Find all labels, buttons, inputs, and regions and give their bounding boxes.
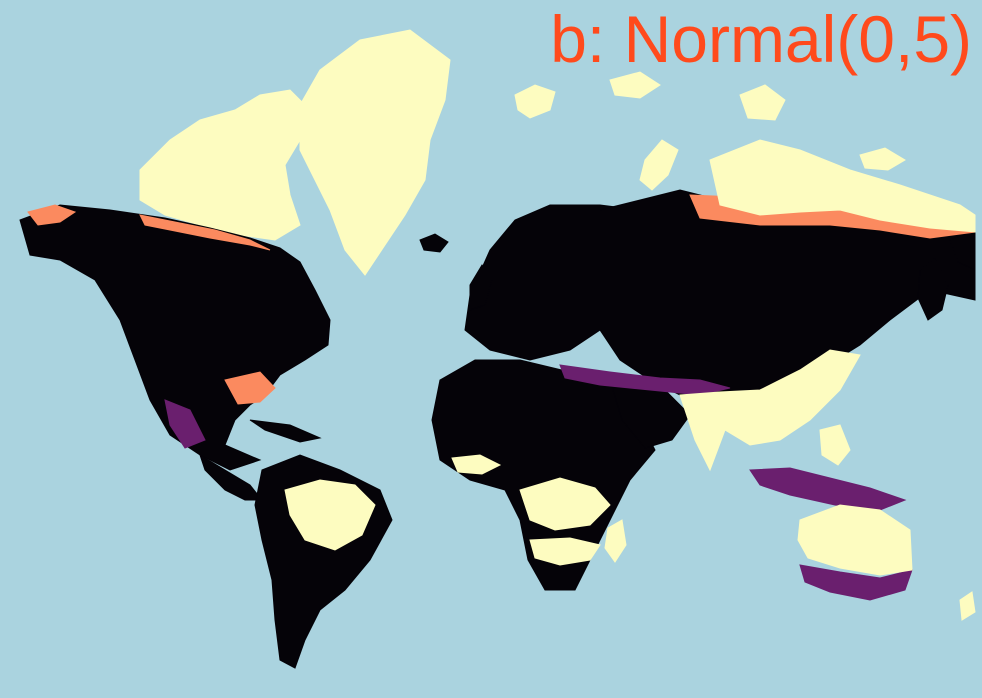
- canada-north-band: [139, 214, 271, 251]
- central-america: [199, 453, 264, 501]
- southeast-asia-cream: [819, 424, 851, 466]
- continents: [19, 189, 976, 669]
- mexico-band: [164, 399, 206, 449]
- australia-south-band: [799, 564, 913, 601]
- new-siberian-islands: [859, 147, 906, 171]
- japan: [917, 257, 949, 321]
- amazon-cream: [284, 479, 376, 551]
- cream-regions: [284, 139, 976, 621]
- siberia-north-cream: [709, 139, 976, 233]
- svalbard: [514, 84, 556, 119]
- sahel-cream: [451, 454, 502, 475]
- iceland: [419, 233, 449, 253]
- franz-josef-land: [609, 71, 661, 99]
- panel-title: b: Normal(0,5): [550, 2, 972, 76]
- british-isles: [469, 264, 493, 311]
- madagascar: [604, 519, 627, 563]
- australia-cream: [797, 504, 913, 576]
- south-asia-cream: [679, 349, 861, 472]
- central-africa-cream: [519, 477, 611, 531]
- indonesia-band: [749, 467, 907, 511]
- alaska-band: [27, 204, 77, 226]
- severnaya-zemlya: [739, 84, 786, 121]
- arctic-regions: [139, 29, 906, 276]
- canadian-arctic-islands: [139, 89, 311, 241]
- middle-east-band: [559, 364, 731, 396]
- novaya-zemlya: [639, 139, 679, 191]
- southern-africa-cream: [529, 537, 601, 566]
- new-zealand-north: [959, 591, 976, 621]
- caribbean: [249, 419, 322, 443]
- gulf-coast-band: [224, 371, 276, 405]
- greenland: [299, 29, 451, 276]
